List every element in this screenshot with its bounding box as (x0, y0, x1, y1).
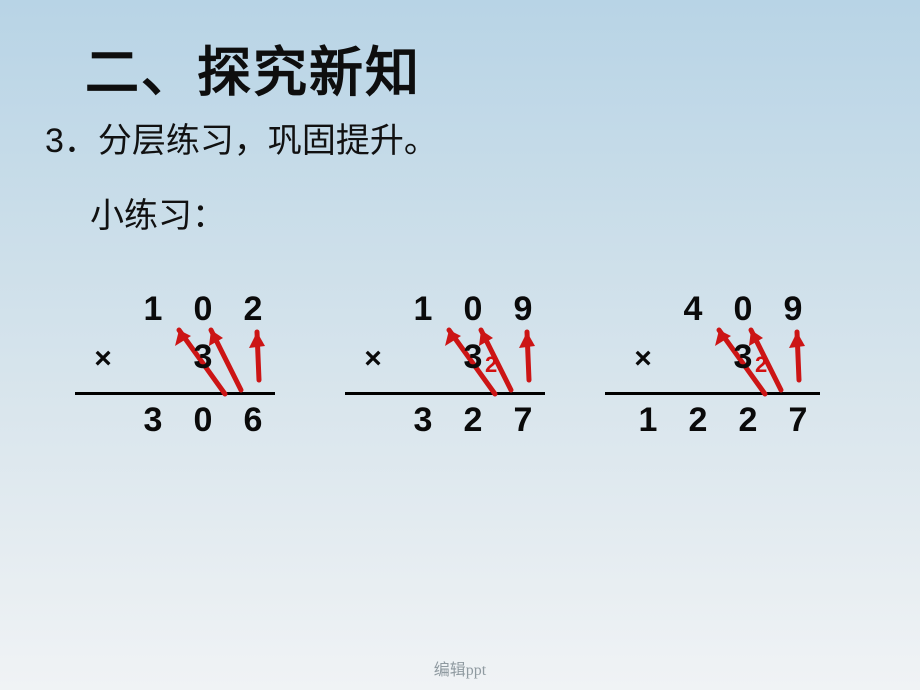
digit: 2 (455, 401, 491, 440)
carry-digit: 2 (755, 352, 767, 378)
multiplier-row: × 3 (75, 338, 325, 386)
times-sign: × (85, 342, 121, 376)
section-title: 二、探究新知 (85, 28, 421, 107)
rule-line (605, 392, 820, 395)
problem-1: 1 0 2 × 3 3 0 6 (75, 290, 325, 449)
subtitle-text: 分层练习，巩固提升。 (98, 123, 438, 160)
problem-3: 4 0 9 × 3 2 1 2 2 7 (615, 290, 865, 449)
digit: 2 (235, 290, 271, 329)
digit: 1 (405, 290, 441, 329)
top-row: 1 0 9 (345, 290, 595, 338)
result-row: 3 2 7 (345, 401, 595, 449)
top-row: 4 0 9 (615, 290, 865, 338)
problem-2: 1 0 9 × 3 2 3 2 7 (345, 290, 595, 449)
result-row: 1 2 2 7 (615, 401, 865, 449)
digit: 3 (185, 338, 221, 377)
multiplier-row: × 3 2 (615, 338, 865, 386)
times-sign: × (625, 342, 661, 376)
top-row: 1 0 2 (75, 290, 325, 338)
carry-digit: 2 (485, 352, 497, 378)
digit: 2 (680, 401, 716, 440)
digit: 0 (185, 401, 221, 440)
digit: 0 (185, 290, 221, 329)
digit: 0 (455, 290, 491, 329)
footer-text: 编辑ppt (0, 656, 920, 680)
digit: 9 (505, 290, 541, 329)
subtitle: 3．分层练习，巩固提升。 (45, 113, 438, 162)
digit: 3 (405, 401, 441, 440)
digit: 0 (725, 290, 761, 329)
digit: 1 (135, 290, 171, 329)
multiplier-row: × 3 2 (345, 338, 595, 386)
result-row: 3 0 6 (75, 401, 325, 449)
digit: 4 (675, 290, 711, 329)
digit: 7 (505, 401, 541, 440)
times-sign: × (355, 342, 391, 376)
digit: 3 (135, 401, 171, 440)
subtitle-number: 3． (45, 122, 98, 160)
digit: 6 (235, 401, 271, 440)
rule-line (345, 392, 545, 395)
rule-line (75, 392, 275, 395)
practice-label: 小练习： (90, 188, 226, 237)
digit: 7 (780, 401, 816, 440)
digit: 1 (630, 401, 666, 440)
digit: 9 (775, 290, 811, 329)
digit: 2 (730, 401, 766, 440)
